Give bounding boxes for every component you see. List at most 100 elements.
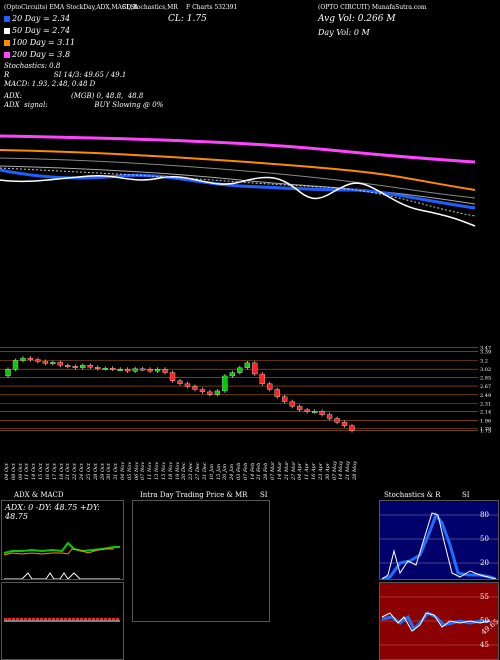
date-label: 25 Oct bbox=[85, 463, 92, 480]
intraday-panel bbox=[132, 500, 270, 622]
date-label: 20 Jan bbox=[222, 463, 229, 480]
chart-title: (OptoCircuits) EMA StockDay,ADX,MACD,R bbox=[4, 4, 138, 11]
candle-body bbox=[244, 362, 250, 368]
date-label: 09 Oct bbox=[17, 463, 24, 480]
candle-body bbox=[50, 362, 56, 365]
ema50-swatch-icon bbox=[4, 28, 10, 34]
candle-body bbox=[214, 390, 221, 395]
price-tick-label: 2.14 bbox=[480, 410, 491, 416]
candle-body bbox=[169, 372, 176, 381]
price-dotted-line bbox=[0, 167, 476, 217]
candle-body bbox=[259, 373, 265, 384]
date-label: 03 Feb bbox=[236, 462, 242, 480]
stochastics-panel-chart bbox=[380, 511, 498, 579]
candle-body bbox=[139, 368, 146, 371]
candle-body bbox=[154, 369, 161, 372]
legend-ema20: 20 Day = 2.34 bbox=[4, 14, 70, 23]
candle-body bbox=[110, 368, 116, 370]
ema200-swatch-icon bbox=[4, 52, 10, 58]
date-label: 21 Feb bbox=[256, 462, 263, 480]
chart-title-right: (OPTO CIRCUIT) MunafaSutra.com bbox=[318, 4, 427, 11]
date-label: 07 Mar bbox=[270, 461, 277, 480]
candle-body bbox=[102, 368, 108, 370]
date-label: 28 Feb bbox=[263, 462, 270, 480]
rsi-white-line bbox=[381, 612, 491, 632]
candle-body bbox=[192, 386, 198, 390]
date-label: 22 Oct bbox=[72, 463, 79, 480]
intraday-panel-si: SI bbox=[260, 491, 268, 499]
rsi-tick-55: 55 bbox=[480, 593, 489, 601]
candle-body bbox=[5, 369, 11, 377]
adx-white-line bbox=[4, 572, 120, 579]
candle-body bbox=[289, 401, 295, 407]
ema200-line bbox=[0, 134, 476, 164]
price-tick-label: 1.96 bbox=[480, 418, 491, 424]
candle-body bbox=[57, 362, 63, 366]
candle-body bbox=[274, 389, 280, 397]
candle-body bbox=[177, 380, 183, 384]
stoch-tick-50: 50 bbox=[480, 535, 489, 543]
adx-orange-line bbox=[3, 548, 114, 556]
adx-panel: ADX: 0 -DY: 48.75 +DY: 48.75 bbox=[1, 500, 124, 580]
candle-body bbox=[184, 383, 191, 387]
macd-panel bbox=[1, 582, 124, 660]
date-label: 10 Jan bbox=[208, 463, 215, 480]
stoch-k-line bbox=[381, 512, 497, 579]
date-label: 18 Nov bbox=[167, 461, 174, 480]
candlestick-chart: 3.473.39 3.2 3.02 2.85 2.67 2.49 2.31 2.14 1.96 1… bbox=[0, 345, 491, 435]
stochastics-panel: 80 50 20 bbox=[379, 500, 499, 580]
candle-body bbox=[341, 422, 348, 426]
date-label: 30 Apr bbox=[324, 462, 331, 480]
legend-ema50: 50 Day = 2.74 bbox=[4, 26, 70, 35]
adx-panel-title: ADX & MACD bbox=[14, 491, 64, 499]
adx-green-line bbox=[3, 541, 120, 554]
rsi-readout: R SI 14/3: 49.65 / 49.1 bbox=[4, 71, 127, 79]
candle-body bbox=[229, 372, 235, 377]
intraday-panel-title: Intra Day Trading Price & MR bbox=[140, 491, 248, 499]
date-label: 11 Oct bbox=[24, 463, 31, 480]
date-label: 24 Oct bbox=[79, 463, 86, 480]
candle-body bbox=[282, 396, 288, 402]
ema100-shadow-line bbox=[0, 157, 476, 199]
candle-body bbox=[207, 391, 213, 395]
candle-body bbox=[147, 369, 153, 372]
date-label: 15 Oct bbox=[38, 463, 45, 480]
price-tick-label: 2.67 bbox=[480, 384, 491, 390]
price-tick-label: 3.02 bbox=[480, 367, 491, 373]
date-label: 23 Dec bbox=[188, 462, 195, 480]
adx-readout: ADX: (MGB) 0, 48.8, 48.8 bbox=[4, 92, 144, 100]
candle-body bbox=[12, 360, 19, 370]
date-label: 04 Apr bbox=[297, 462, 304, 480]
date-label: 05 Nov bbox=[126, 461, 133, 480]
rsi-tick-45: 45 bbox=[480, 641, 489, 649]
avg-volume: Avg Vol: 0.266 M bbox=[318, 14, 396, 24]
date-label: 14 Oct bbox=[31, 463, 38, 480]
date-label: 20 Dec bbox=[181, 462, 188, 480]
adx-panel-chart bbox=[3, 541, 120, 579]
adx-panel-readout: ADX: 0 -DY: 48.75 +DY: 48.75 bbox=[5, 503, 100, 521]
candle-body bbox=[87, 365, 93, 368]
price-tick-label: 2.31 bbox=[480, 401, 491, 407]
candle-body bbox=[319, 411, 325, 415]
date-label: 23 Apr bbox=[317, 462, 324, 480]
date-label: 21 Oct bbox=[65, 463, 72, 480]
chart-title-part3: SI,Stochastics,MR bbox=[122, 4, 178, 11]
candle-body bbox=[80, 365, 86, 368]
date-label: 14 Mar bbox=[276, 461, 283, 480]
candle-body bbox=[304, 409, 310, 412]
date-label: 28 May bbox=[352, 461, 358, 480]
candle-body bbox=[65, 365, 71, 367]
candle-body bbox=[326, 414, 333, 419]
candle-body bbox=[349, 425, 355, 431]
candle-body bbox=[117, 369, 123, 371]
date-label: 14 Feb bbox=[249, 462, 256, 480]
macd-readout: MACD: 1.93, 2.48, 0.48 D bbox=[4, 80, 96, 88]
rsi-panel: 55 50 45 49.65 bbox=[379, 582, 500, 660]
date-label: 27 Mar bbox=[290, 461, 297, 480]
date-label: 24 Jan bbox=[229, 463, 236, 480]
date-label: 13 Nov bbox=[154, 461, 161, 480]
date-label: 17 Oct bbox=[51, 463, 58, 480]
rsi-panel-chart bbox=[380, 596, 498, 646]
date-axis: 04 Oct 08 Oct 09 Oct 11 Oct 14 Oct 15 Oct 16 O… bbox=[0, 442, 500, 484]
date-label: 18 Oct bbox=[58, 463, 65, 480]
